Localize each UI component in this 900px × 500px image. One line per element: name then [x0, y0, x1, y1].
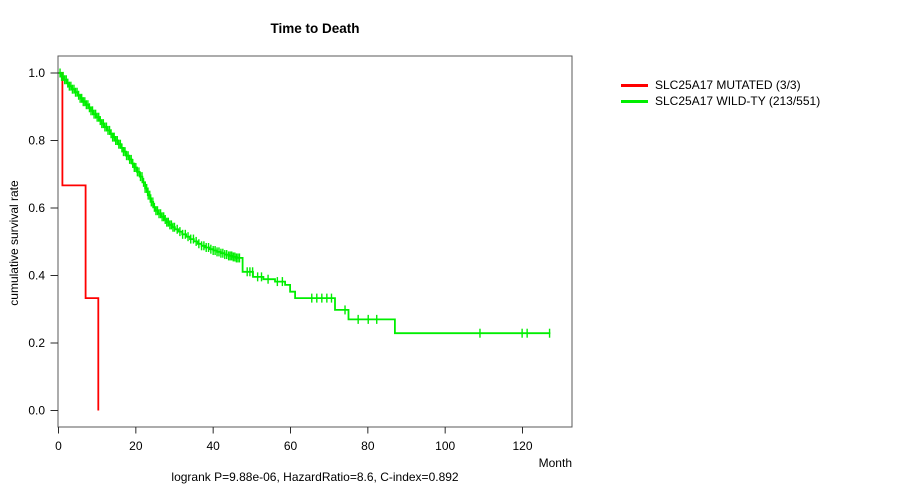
svg-text:0.0: 0.0: [28, 404, 45, 418]
svg-text:20: 20: [129, 439, 143, 453]
chart-title: Time to Death: [270, 21, 360, 36]
svg-text:40: 40: [206, 439, 220, 453]
svg-text:0.4: 0.4: [28, 269, 45, 283]
svg-text:1.0: 1.0: [28, 66, 45, 80]
legend-item-wildtype: SLC25A17 WILD-TY (213/551): [621, 93, 820, 109]
svg-text:60: 60: [284, 439, 298, 453]
svg-text:0: 0: [55, 439, 62, 453]
legend-line-wildtype-icon: [621, 99, 648, 103]
legend-line-mutated-icon: [621, 83, 648, 87]
stats-footnote: logrank P=9.88e-06, HazardRatio=8.6, C-i…: [171, 470, 459, 484]
x-axis-label: Month: [538, 456, 572, 470]
svg-text:0.6: 0.6: [28, 201, 45, 215]
svg-text:120: 120: [512, 439, 532, 453]
legend: SLC25A17 MUTATED (3/3) SLC25A17 WILD-TY …: [621, 77, 820, 109]
legend-label-wildtype: SLC25A17 WILD-TY (213/551): [655, 94, 821, 108]
legend-item-mutated: SLC25A17 MUTATED (3/3): [621, 77, 820, 93]
legend-label-mutated: SLC25A17 MUTATED (3/3): [655, 78, 801, 92]
svg-text:80: 80: [361, 439, 375, 453]
y-axis-label: cumulative survival rate: [7, 180, 21, 306]
svg-text:100: 100: [435, 439, 455, 453]
svg-text:0.2: 0.2: [28, 336, 45, 350]
svg-text:0.8: 0.8: [28, 134, 45, 148]
